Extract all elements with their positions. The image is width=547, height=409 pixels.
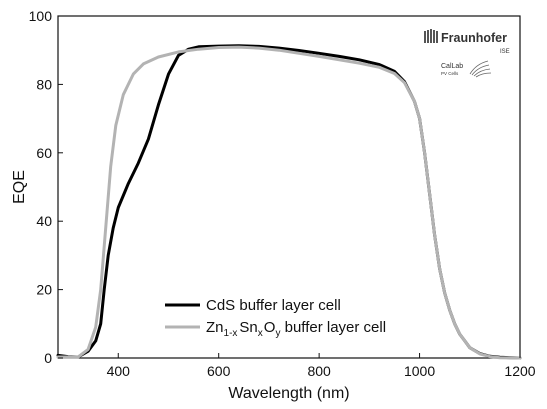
legend: CdS buffer layer cell Zn1-x SnxOy buffer … xyxy=(165,297,386,339)
series-line-znsno xyxy=(56,45,522,360)
callab-sub: PV Cells xyxy=(441,71,459,76)
fraunhofer-logo: Fraunhofer ISE xyxy=(424,29,510,55)
x-tick-label: 800 xyxy=(307,363,331,379)
plot-frame xyxy=(57,15,521,359)
callab-text: CalLab xyxy=(441,63,463,70)
x-tick-label: 400 xyxy=(107,363,131,379)
legend-label-znsno: Zn1-x SnxOy buffer layer cell xyxy=(206,319,386,339)
y-tick-label: 100 xyxy=(29,8,53,24)
y-tick-label: 40 xyxy=(36,213,52,229)
callab-arc-icon xyxy=(469,60,492,78)
y-tick-label: 20 xyxy=(36,282,52,298)
fraunhofer-mark-icon xyxy=(424,29,438,43)
fraunhofer-text: Fraunhofer xyxy=(441,31,507,45)
y-tick-label: 80 xyxy=(36,76,52,92)
x-tick-label: 1000 xyxy=(404,363,435,379)
y-tick-label: 0 xyxy=(44,350,52,366)
fraunhofer-sub: ISE xyxy=(500,49,510,55)
callab-logo: CalLab PV Cells xyxy=(441,60,492,78)
x-axis-title: Wavelength (nm) xyxy=(228,385,349,402)
legend-label-cds: CdS buffer layer cell xyxy=(206,297,341,314)
x-tick-label: 1200 xyxy=(504,363,535,379)
series-layer xyxy=(56,44,522,360)
x-tick-label: 600 xyxy=(207,363,231,379)
y-axis-title: EQE xyxy=(11,170,28,204)
y-tick-label: 60 xyxy=(36,145,52,161)
tick-layer: 400 600 800 1000 1200 0 20 40 60 80 100 xyxy=(29,8,536,379)
